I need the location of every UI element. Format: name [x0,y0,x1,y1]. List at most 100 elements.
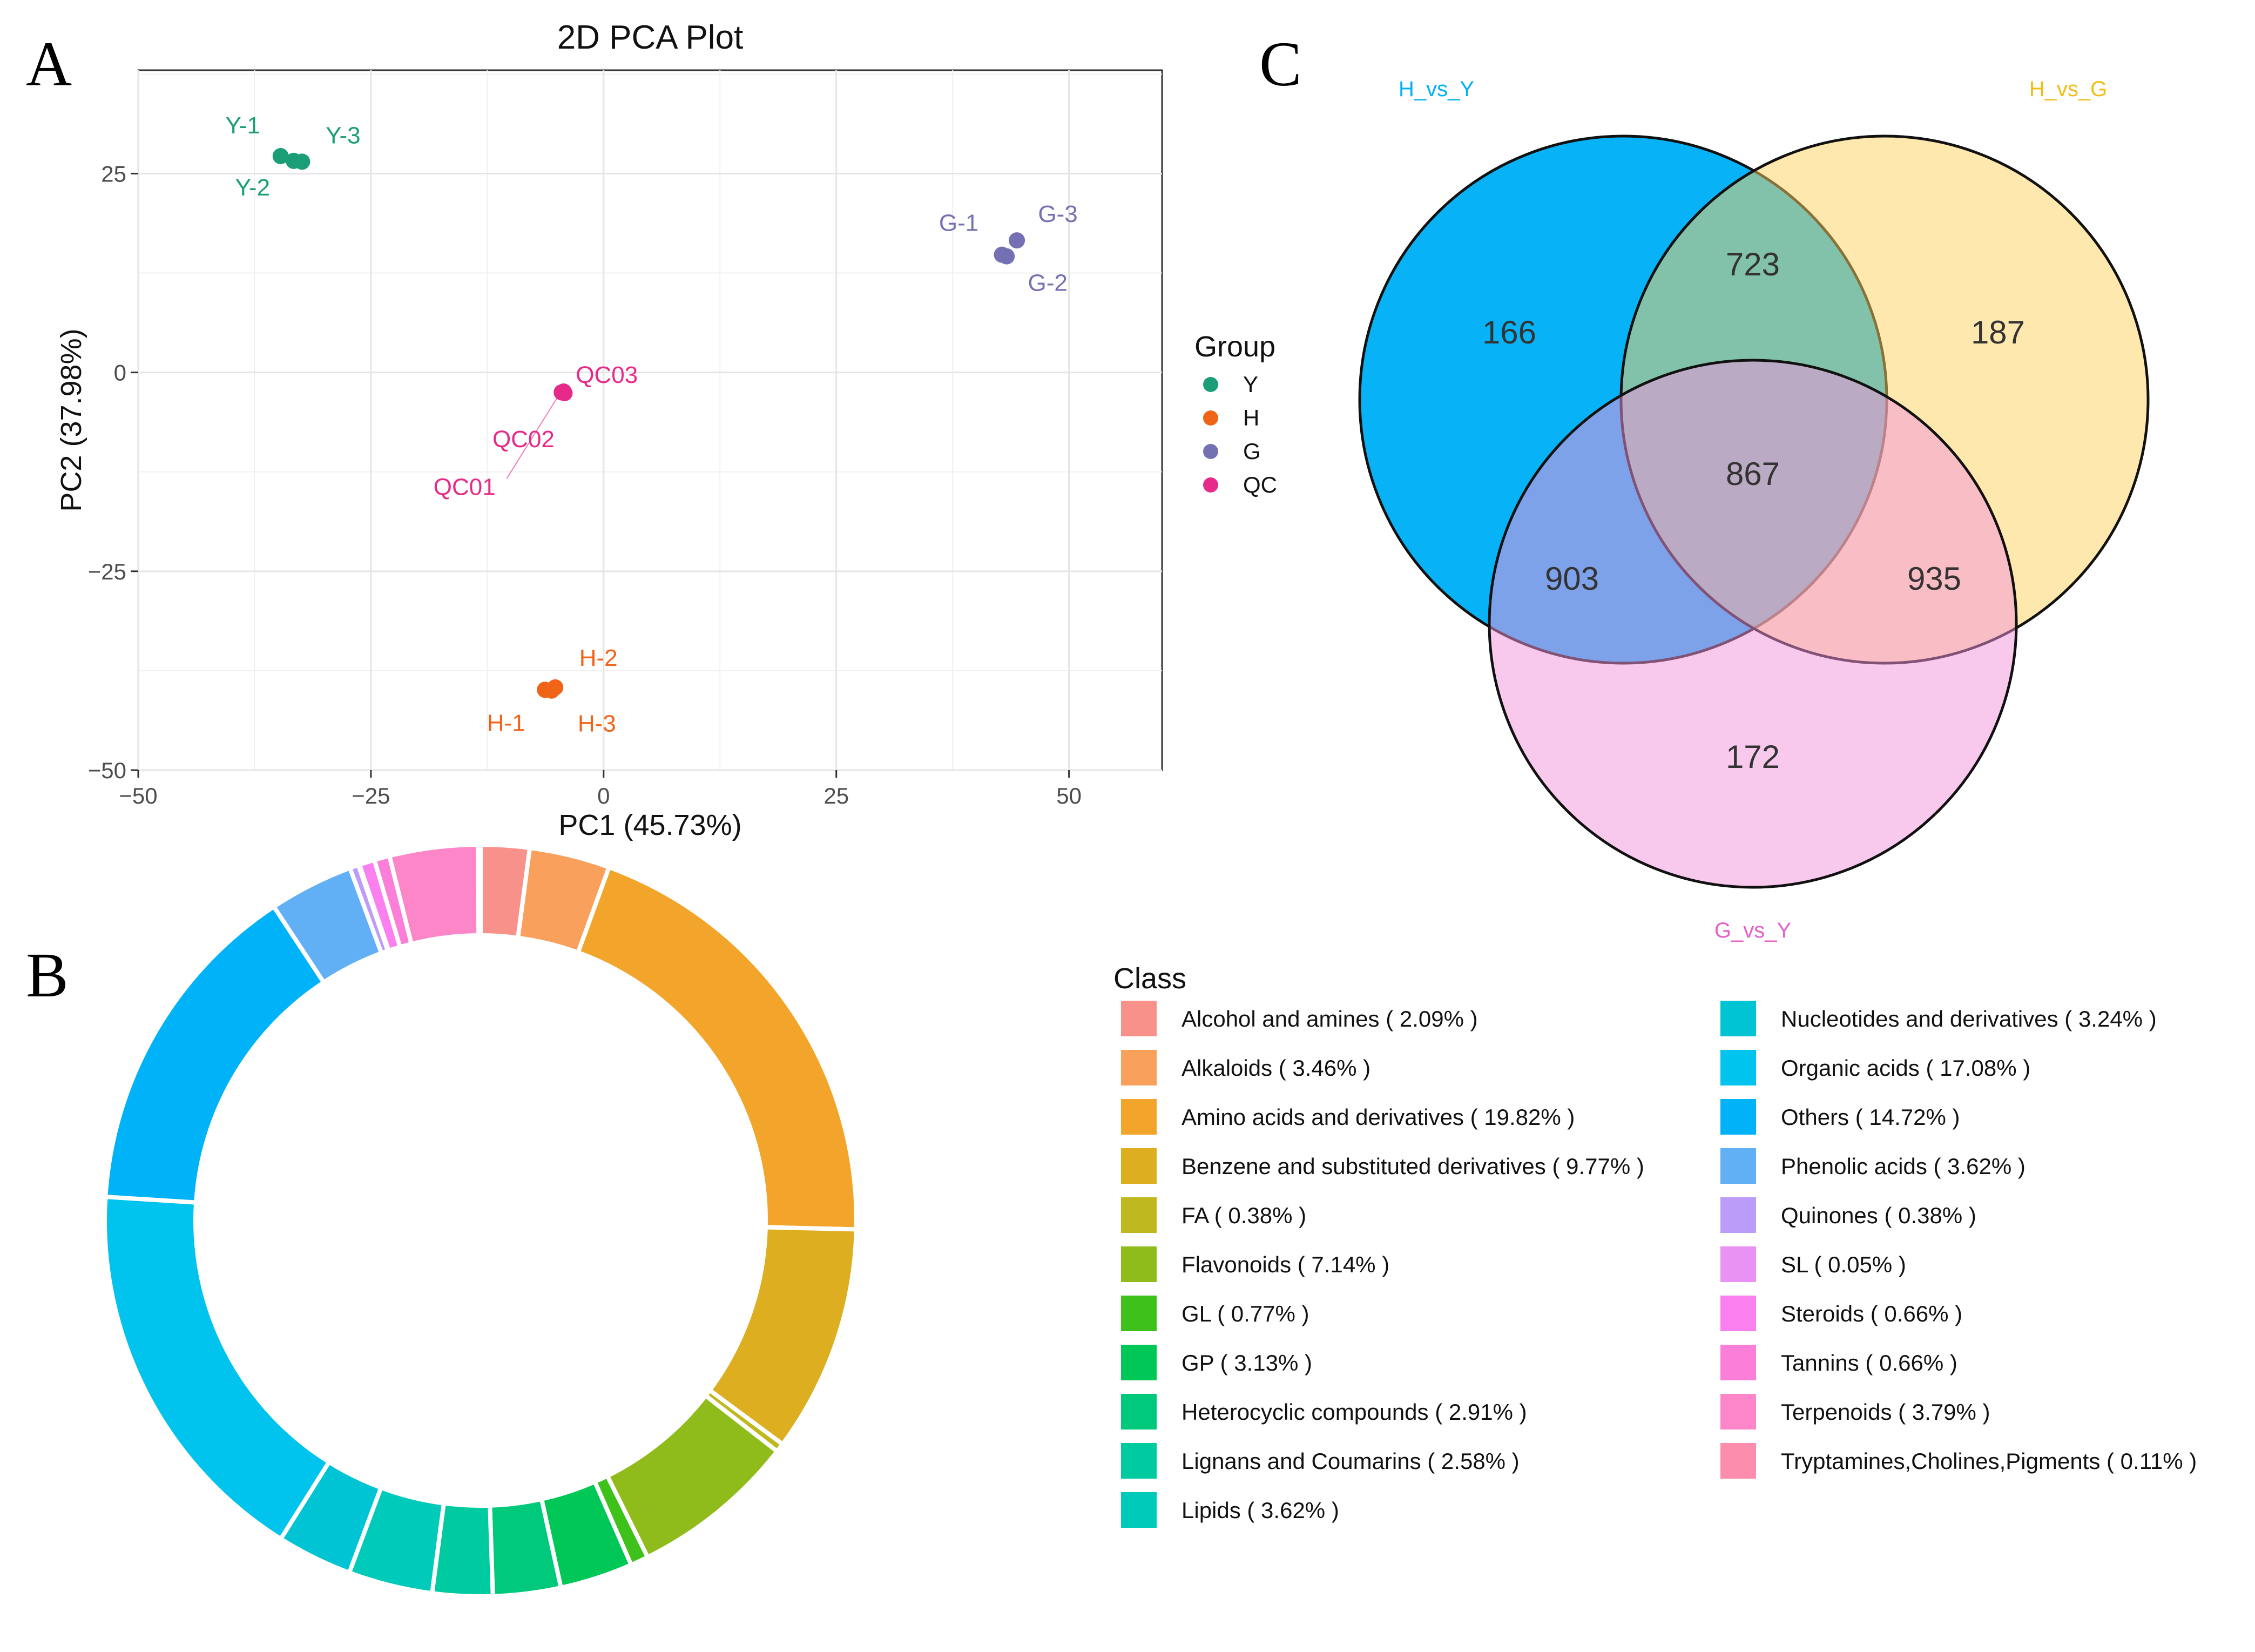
class-legend-key [1121,1050,1157,1085]
class-legend-key [1121,1296,1157,1331]
class-legend-label: Benzene and substituted derivatives ( 9.… [1181,1154,1644,1179]
pca-point-label-y-2: Y-2 [235,174,270,201]
class-legend-label: Alkaloids ( 3.46% ) [1181,1055,1370,1081]
pca-point-g-3 [1009,232,1025,249]
pca-y-tick-label: 25 [101,161,126,186]
pca-legend-key-g [1203,444,1218,459]
pca-x-tick-label: −50 [119,783,157,808]
pca-axes: −50 −25 0 25 50 −50 −25 0 25 [88,161,1082,808]
class-legend-label: Flavonoids ( 7.14% ) [1181,1252,1389,1277]
class-legend-key [1720,1443,1756,1479]
class-legend-key [1720,1001,1756,1036]
class-legend-label: Lignans and Coumarins ( 2.58% ) [1181,1448,1520,1474]
pca-point-label-g-1: G-1 [939,210,978,237]
class-legend-label: Lipids ( 3.62% ) [1181,1498,1339,1523]
venn-count-h-vs-y-and-g-vs-y: 903 [1545,561,1599,597]
pca-point-label-y-1: Y-1 [225,112,260,139]
donut-slice-21 [476,842,483,938]
donut-slice-14 [103,903,327,1205]
pca-points [272,148,1025,699]
class-legend: Class Alcohol and amines ( 2.09% ) Alkalo… [1113,962,2197,1528]
venn-count-h-vs-y-and-h-vs-g: 723 [1726,246,1780,282]
class-legend-label: SL ( 0.05% ) [1781,1252,1906,1277]
class-legend-label: Alcohol and amines ( 2.09% ) [1181,1006,1478,1031]
venn-count-h-vs-y-only: 166 [1482,314,1536,350]
class-legend-key [1121,1099,1157,1135]
class-legend-key [1720,1099,1756,1135]
pca-point-label-g-3: G-3 [1038,201,1077,227]
pca-point-label-y-3: Y-3 [326,122,360,149]
class-legend-label: Tannins ( 0.66% ) [1781,1350,1957,1375]
pca-legend-title: Group [1194,331,1275,363]
class-legend-label: GL ( 0.77% ) [1181,1301,1309,1326]
pca-y-tick-label: 0 [114,360,126,386]
class-legend-label: Phenolic acids ( 3.62% ) [1781,1154,2026,1179]
class-legend-key [1720,1050,1756,1085]
venn-set-label-h-vs-y: H_vs_Y [1399,77,1474,101]
class-legend-key [1720,1296,1756,1331]
pca-label-leader [506,395,559,479]
pca-point-g-2 [998,248,1015,265]
pca-plot-border [137,69,1163,771]
class-legend-label: Nucleotides and derivatives ( 3.24% ) [1781,1006,2157,1031]
pca-legend-key-h [1203,410,1218,426]
class-legend-label: Organic acids ( 17.08% ) [1781,1055,2030,1081]
venn-set-label-g-vs-y: G_vs_Y [1714,919,1791,942]
class-legend-key [1720,1246,1756,1282]
pca-point-label-qc03: QC03 [576,362,638,388]
venn-count-h-vs-g-and-g-vs-y: 935 [1907,561,1961,597]
class-legend-label: Terpenoids ( 3.79% ) [1781,1399,1990,1425]
class-legend-label: FA ( 0.38% ) [1181,1203,1306,1228]
class-legend-label: Quinones ( 0.38% ) [1781,1203,1976,1228]
pca-point-label-h-1: H-1 [487,710,525,736]
pca-point-h-3 [543,682,560,699]
venn-count-h-vs-g-only: 187 [1971,314,2025,350]
class-legend-key [1121,1148,1157,1184]
venn-circle-g-vs-y [1488,359,2018,889]
class-legend-label: Amino acids and derivatives ( 19.82% ) [1181,1104,1575,1130]
panel-letter-c: C [1259,29,1302,99]
pca-point-label-g-2: G-2 [1028,270,1067,296]
class-legend-label: GP ( 3.13% ) [1181,1350,1312,1375]
donut-slice-13 [103,1194,332,1542]
venn-count-all: 867 [1726,456,1780,492]
pca-legend-label-h: H [1243,405,1259,430]
pca-point-label-qc02: QC02 [492,426,555,453]
class-legend-key [1720,1345,1756,1380]
class-donut-chart [103,842,859,1599]
class-legend-key [1121,1246,1157,1282]
venn-set-label-h-vs-g: H_vs_G [2029,77,2108,101]
class-legend-label: Others ( 14.72% ) [1781,1104,1960,1130]
pca-point-y-1 [272,148,289,165]
class-legend-key [1121,1345,1157,1380]
pca-x-axis-label: PC1 (45.73%) [558,809,741,841]
panel-letter-b: B [26,940,69,1010]
pca-x-tick-label: −25 [352,783,390,808]
class-legend-key [1720,1394,1756,1430]
pca-y-tick-label: −50 [88,758,126,783]
pca-legend-key-y [1203,377,1218,392]
pca-point-y-3 [294,153,310,170]
pca-point-labels: Y-1 Y-2 Y-3 H-1 H-2 H-3 G-1 G-2 G-3 QC01 QC02 QC03 [225,112,1077,737]
pca-grid [137,70,1162,771]
class-legend-key [1121,1394,1157,1430]
class-legend-key [1121,1443,1157,1479]
panel-letter-a: A [26,29,72,99]
donut-slice-3 [575,864,859,1232]
pca-legend-label-y: Y [1243,372,1258,397]
class-legend-label: Tryptamines,Cholines,Pigments ( 0.11% ) [1781,1448,2197,1474]
class-legend-label: Steroids ( 0.66% ) [1781,1301,1962,1326]
pca-point-label-h-2: H-2 [579,645,618,671]
pca-y-axis-label: PC2 (37.98%) [55,328,87,511]
pca-point-qc03 [555,383,572,400]
class-legend-key [1121,1001,1157,1036]
class-legend-key [1720,1197,1756,1233]
pca-point-label-qc01: QC01 [434,474,496,500]
venn-count-g-vs-y-only: 172 [1726,739,1780,775]
pca-point-label-h-3: H-3 [578,711,616,737]
pca-x-tick-label: 50 [1056,783,1082,808]
pca-legend-key-qc [1203,477,1218,493]
pca-legend-label-g: G [1243,439,1261,464]
